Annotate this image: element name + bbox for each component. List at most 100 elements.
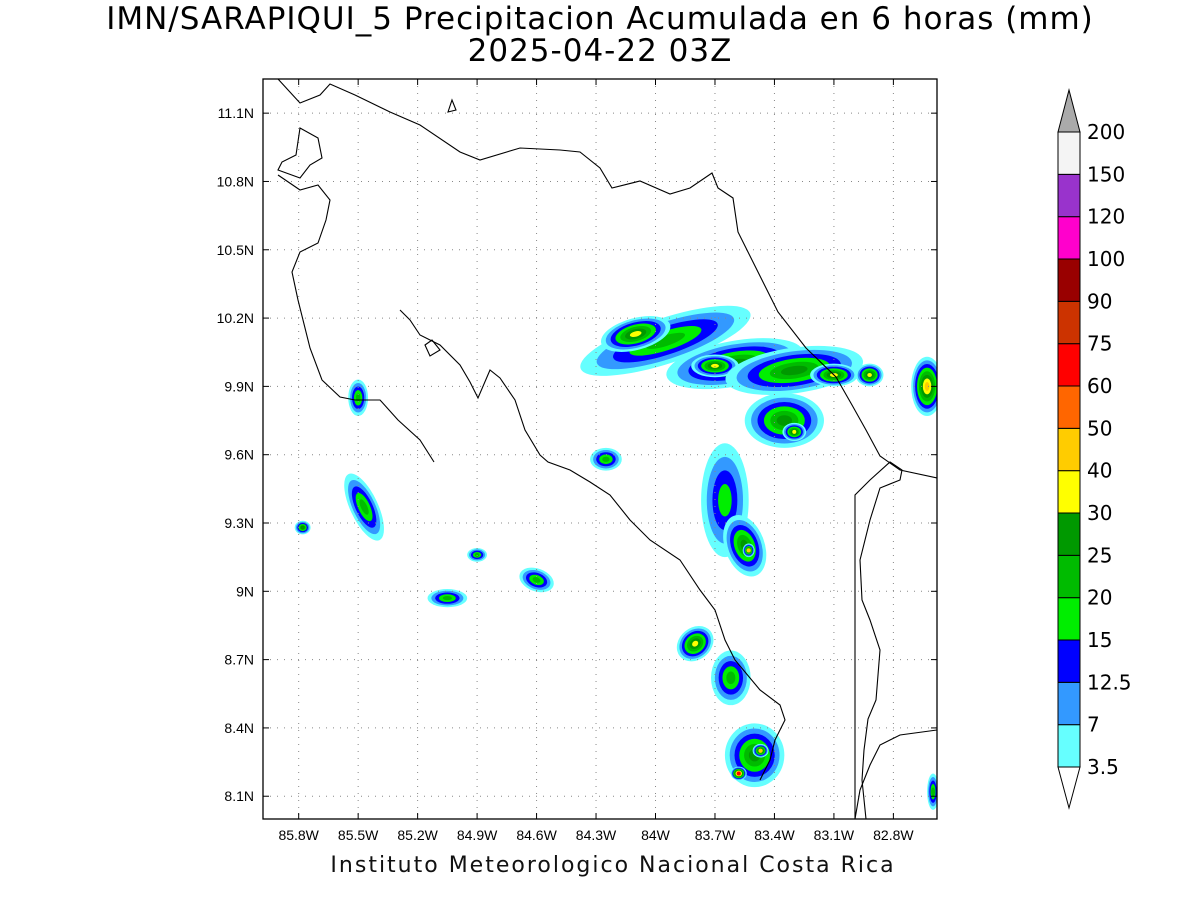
colorbar-swatch bbox=[1057, 385, 1081, 429]
coastline-segment bbox=[277, 79, 937, 479]
precip-cell bbox=[676, 626, 714, 662]
precip-cell bbox=[427, 589, 468, 608]
colorbar-under-arrow bbox=[1057, 766, 1081, 810]
lat-lon-grid bbox=[263, 79, 937, 819]
colorbar-swatch bbox=[1057, 554, 1081, 599]
precip-cell bbox=[467, 548, 488, 562]
latitude-ticks: 8.1N 8.4N 8.7N 9N 9.3N 9.6N 9.9N 10.2N 10.5N 10.8… bbox=[217, 105, 937, 804]
lon-tick-label: 85.5W bbox=[338, 827, 379, 843]
precip-cell bbox=[927, 773, 937, 810]
precip-cell bbox=[730, 766, 747, 781]
lat-tick-label: 10.2N bbox=[217, 310, 254, 326]
colorbar-swatch bbox=[1057, 300, 1081, 345]
precip-cell bbox=[600, 316, 671, 352]
precip-cell bbox=[691, 354, 739, 378]
colorbar-label: 12.5 bbox=[1087, 670, 1132, 694]
precip-contour bbox=[602, 456, 610, 462]
lon-tick-label: 85.8W bbox=[278, 827, 319, 843]
lat-tick-label: 8.7N bbox=[224, 652, 254, 668]
precip-contour bbox=[758, 748, 763, 753]
colorbar: 3.5 7 12.5 15 20 25 30 40 50 60 75 90 100 120 150 200 bbox=[1057, 88, 1132, 810]
precip-cell bbox=[519, 567, 554, 593]
precip-contour bbox=[442, 596, 452, 601]
precip-cell bbox=[348, 379, 369, 416]
colorbar-swatch bbox=[1057, 681, 1081, 726]
precip-contour bbox=[726, 671, 736, 685]
precip-contour bbox=[474, 552, 480, 557]
colorbar-swatch bbox=[1057, 470, 1081, 514]
precip-cell bbox=[294, 520, 311, 535]
precip-cell bbox=[711, 650, 751, 706]
precip-contour bbox=[359, 499, 369, 515]
colorbar-label: 40 bbox=[1087, 459, 1112, 483]
precip-contour bbox=[736, 771, 741, 776]
colorbar-label: 20 bbox=[1087, 586, 1112, 610]
lon-tick-label: 83.7W bbox=[695, 827, 736, 843]
coastline-segment bbox=[277, 127, 323, 179]
lon-tick-label: 82.8W bbox=[873, 827, 914, 843]
precip-contour bbox=[931, 787, 936, 796]
colorbar-swatch bbox=[1057, 216, 1081, 260]
colorbar-label: 150 bbox=[1087, 162, 1125, 186]
precip-cell bbox=[855, 363, 884, 387]
precip-cell bbox=[344, 473, 384, 541]
colorbar-label: 75 bbox=[1087, 332, 1112, 356]
colorbar-label: 3.5 bbox=[1087, 755, 1119, 779]
colorbar-label: 100 bbox=[1087, 247, 1125, 271]
footer-credit: Instituto Meteorologico Nacional Costa R… bbox=[330, 853, 896, 878]
colorbar-label: 120 bbox=[1087, 205, 1125, 229]
precip-cell bbox=[911, 356, 937, 416]
colorbar-label: 90 bbox=[1087, 289, 1112, 313]
colorbar-label: 7 bbox=[1087, 713, 1100, 737]
colorbar-swatch bbox=[1057, 427, 1081, 472]
colorbar-swatch bbox=[1057, 724, 1081, 768]
coastline bbox=[277, 79, 937, 819]
precip-contour bbox=[645, 332, 686, 349]
lon-tick-label: 84.9W bbox=[457, 827, 498, 843]
precip-cell bbox=[590, 447, 622, 471]
coastline-segment bbox=[424, 339, 441, 357]
map-title: IMN/SARAPIQUI_5 Precipitacion Acumulada … bbox=[106, 1, 1094, 37]
lon-tick-label: 85.2W bbox=[397, 827, 438, 843]
coastline-segment bbox=[854, 461, 903, 819]
colorbar-label: 15 bbox=[1087, 628, 1112, 652]
precip-contour bbox=[867, 373, 872, 377]
precip-contour bbox=[924, 382, 930, 391]
colorbar-label: 60 bbox=[1087, 374, 1112, 398]
map-subtitle: 2025-04-22 03Z bbox=[467, 33, 733, 69]
precip-cell bbox=[744, 393, 825, 448]
colorbar-swatch bbox=[1057, 131, 1081, 175]
precip-contour bbox=[718, 483, 732, 517]
colorbar-over-arrow bbox=[1057, 88, 1081, 133]
colorbar-label: 30 bbox=[1087, 501, 1112, 525]
map-frame bbox=[262, 78, 938, 820]
colorbar-swatch bbox=[1057, 173, 1081, 218]
lon-tick-label: 83.4W bbox=[754, 827, 795, 843]
colorbar-swatch bbox=[1057, 639, 1081, 683]
colorbar-swatch bbox=[1057, 258, 1081, 302]
precip-contour bbox=[300, 525, 305, 530]
precip-contour bbox=[692, 640, 699, 647]
precip-contour bbox=[711, 363, 719, 368]
colorbar-label: 200 bbox=[1087, 120, 1125, 144]
lon-tick-label: 83.1W bbox=[814, 827, 855, 843]
precip-contour bbox=[532, 577, 541, 583]
lat-tick-label: 10.5N bbox=[217, 242, 254, 258]
precip-contour bbox=[746, 548, 751, 553]
precip-contour bbox=[629, 331, 642, 338]
precip-cell bbox=[782, 422, 807, 442]
coastline-segment bbox=[277, 174, 435, 463]
lat-tick-label: 8.4N bbox=[224, 720, 254, 736]
lat-tick-label: 10.8N bbox=[217, 173, 254, 189]
lon-tick-label: 84W bbox=[641, 827, 671, 843]
colorbar-swatch bbox=[1057, 597, 1081, 641]
lat-tick-label: 9N bbox=[236, 583, 254, 599]
lat-tick-label: 9.6N bbox=[224, 447, 254, 463]
colorbar-label: 50 bbox=[1087, 416, 1112, 440]
lat-tick-label: 9.3N bbox=[224, 515, 254, 531]
lon-tick-label: 84.3W bbox=[576, 827, 617, 843]
lon-tick-label: 84.6W bbox=[516, 827, 557, 843]
lat-tick-label: 9.9N bbox=[224, 378, 254, 394]
precip-contour bbox=[792, 429, 797, 434]
